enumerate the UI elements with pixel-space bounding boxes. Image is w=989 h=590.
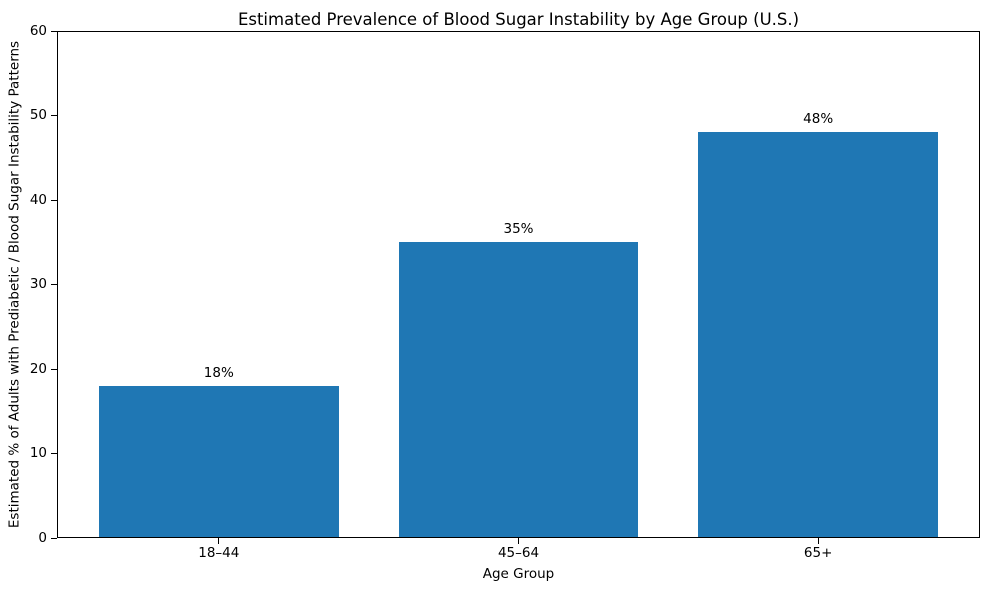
y-axis-label: Estimated % of Adults with Prediabetic /… — [6, 40, 23, 529]
x-tick-label: 65+ — [803, 545, 833, 561]
x-tick-mark — [218, 538, 220, 544]
plot-area — [57, 31, 980, 538]
chart-title: Estimated Prevalence of Blood Sugar Inst… — [237, 10, 800, 29]
x-tick-label: 18–44 — [198, 545, 240, 561]
x-axis-label: Age Group — [482, 566, 555, 582]
x-tick-mark — [817, 538, 819, 544]
x-tick-label: 45–64 — [497, 545, 540, 561]
x-tick-mark — [518, 538, 519, 544]
